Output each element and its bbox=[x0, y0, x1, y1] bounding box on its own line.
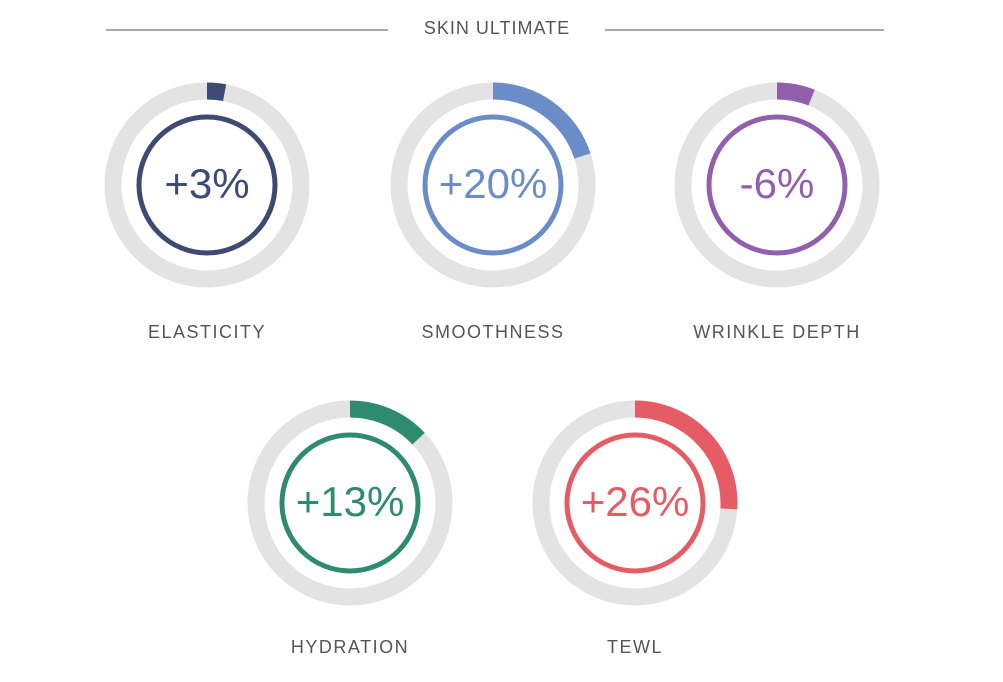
gauge-inner bbox=[706, 114, 848, 256]
category-label: HYDRATION bbox=[291, 637, 409, 657]
gauge-inner bbox=[422, 114, 564, 256]
value-label: +20% bbox=[439, 160, 548, 207]
category-label: WRINKLE DEPTH bbox=[693, 322, 861, 342]
gauge-arc bbox=[349, 400, 425, 445]
gauge-inner bbox=[279, 432, 421, 574]
gauge-inner bbox=[564, 432, 706, 574]
gauge-inner bbox=[136, 114, 278, 256]
gauge-arc bbox=[492, 82, 591, 159]
value-label: +26% bbox=[581, 478, 690, 525]
value-label: -6% bbox=[740, 160, 815, 207]
category-label: TEWL bbox=[607, 637, 663, 657]
gauge-arc bbox=[634, 400, 738, 510]
gauge-arc bbox=[206, 82, 227, 102]
chart-title: SKIN ULTIMATE bbox=[424, 18, 570, 38]
category-label: SMOOTHNESS bbox=[421, 322, 564, 342]
value-label: +3% bbox=[164, 160, 249, 207]
value-label: +13% bbox=[296, 478, 405, 525]
category-label: ELASTICITY bbox=[148, 322, 266, 342]
gauge-arc bbox=[776, 82, 815, 106]
